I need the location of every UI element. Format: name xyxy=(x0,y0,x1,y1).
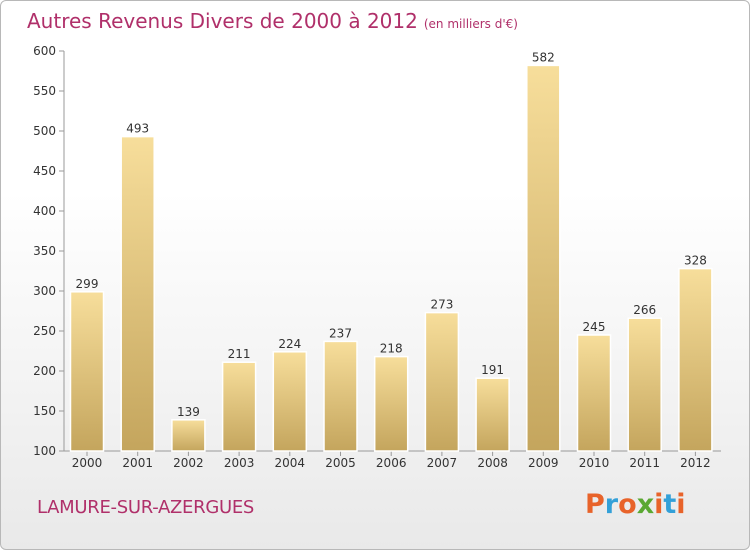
y-tick-label: 400 xyxy=(33,204,56,218)
y-tick-label: 350 xyxy=(33,244,56,258)
data-label-2009: 582 xyxy=(532,50,555,64)
bar-2000 xyxy=(69,291,105,452)
x-tick-label-2000: 2000 xyxy=(72,456,103,470)
data-label-2006: 218 xyxy=(380,342,403,356)
proxiti-logo: Proxiti xyxy=(585,489,686,520)
data-label-2000: 299 xyxy=(76,277,99,291)
data-label-2007: 273 xyxy=(430,298,453,312)
data-label-2004: 224 xyxy=(278,337,301,351)
data-label-2011: 266 xyxy=(633,303,656,317)
logo-letter: i xyxy=(676,489,686,520)
bar-2006 xyxy=(373,355,409,452)
logo-letter: o xyxy=(618,489,637,520)
x-tick-label-2004: 2004 xyxy=(275,456,306,470)
x-tick-label-2005: 2005 xyxy=(325,456,356,470)
x-tick-label-2010: 2010 xyxy=(579,456,610,470)
data-label-2001: 493 xyxy=(126,122,149,136)
data-label-2005: 237 xyxy=(329,326,352,340)
bar-2010 xyxy=(576,334,612,452)
bar-2003 xyxy=(221,361,257,452)
logo-letter: i xyxy=(654,489,664,520)
x-tick-label-2003: 2003 xyxy=(224,456,255,470)
bar-2002 xyxy=(171,419,206,452)
chart-subtitle: (en milliers d'€) xyxy=(423,17,518,31)
logo-letter: x xyxy=(636,489,655,520)
bar-2012 xyxy=(678,267,713,452)
y-tick-label: 450 xyxy=(33,164,56,178)
x-tick-label-2007: 2007 xyxy=(427,456,458,470)
x-tick-label-2011: 2011 xyxy=(629,456,660,470)
y-tick-label: 200 xyxy=(33,364,56,378)
chart-title-block: Autres Revenus Divers de 2000 à 2012 (en … xyxy=(27,9,518,33)
data-label-2008: 191 xyxy=(481,363,504,377)
y-tick-label: 500 xyxy=(33,124,56,138)
logo-letter: r xyxy=(604,489,619,520)
bar-2001 xyxy=(120,135,155,452)
chart-title: Autres Revenus Divers de 2000 à 2012 xyxy=(27,9,418,33)
y-tick-label: 150 xyxy=(33,404,56,418)
bar-2004 xyxy=(272,351,308,452)
y-tick-label: 600 xyxy=(33,44,56,58)
x-tick-label-2012: 2012 xyxy=(680,456,711,470)
bar-2007 xyxy=(424,311,460,452)
data-label-2002: 139 xyxy=(177,405,200,419)
y-tick-label: 550 xyxy=(33,84,56,98)
x-tick-label-2008: 2008 xyxy=(477,456,508,470)
data-label-2012: 328 xyxy=(684,254,707,268)
x-tick-label-2002: 2002 xyxy=(173,456,204,470)
logo-letter: t xyxy=(663,489,677,520)
y-tick-label: 300 xyxy=(33,284,56,298)
x-tick-label-2006: 2006 xyxy=(376,456,407,470)
y-tick-label: 250 xyxy=(33,324,56,338)
x-tick-label-2009: 2009 xyxy=(528,456,559,470)
data-label-2003: 211 xyxy=(228,347,251,361)
data-label-2010: 245 xyxy=(583,320,606,334)
bar-2005 xyxy=(323,340,358,452)
bar-2009 xyxy=(526,64,561,452)
logo-letter: P xyxy=(585,489,605,520)
bar-2008 xyxy=(475,377,510,452)
y-tick-label: 100 xyxy=(33,444,56,458)
bar-2011 xyxy=(627,317,662,452)
x-tick-label-2001: 2001 xyxy=(122,456,153,470)
city-name: LAMURE-SUR-AZERGUES xyxy=(37,497,255,518)
